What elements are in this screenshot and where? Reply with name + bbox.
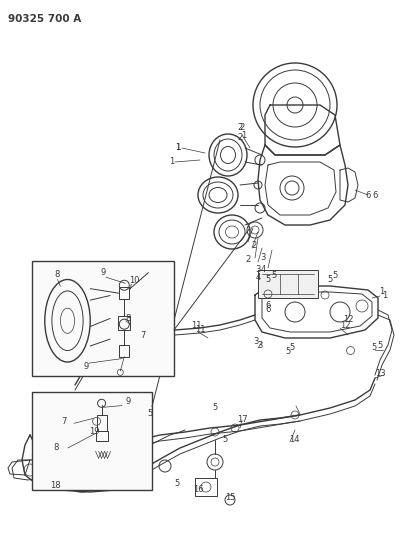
- Text: 5: 5: [212, 403, 218, 413]
- Text: 8: 8: [126, 314, 131, 323]
- Text: 5: 5: [147, 408, 153, 417]
- Bar: [32, 261, 174, 376]
- Text: 18: 18: [50, 481, 60, 489]
- Bar: [118, 316, 130, 330]
- Text: 2: 2: [251, 240, 257, 249]
- Text: 5: 5: [174, 480, 180, 489]
- Text: 2: 2: [237, 133, 243, 142]
- Text: 3: 3: [260, 254, 266, 262]
- Bar: [119, 287, 129, 299]
- Text: 1: 1: [382, 290, 388, 300]
- Text: 11: 11: [195, 326, 205, 335]
- Text: 90325 700 A: 90325 700 A: [8, 14, 81, 24]
- Text: 5: 5: [265, 276, 271, 285]
- Text: 9: 9: [125, 397, 131, 406]
- Text: 13: 13: [375, 368, 385, 377]
- Text: 2: 2: [239, 124, 245, 133]
- Bar: [195, 478, 217, 496]
- Text: 5: 5: [327, 276, 333, 285]
- Text: 1: 1: [241, 131, 247, 140]
- Text: 17: 17: [237, 416, 247, 424]
- Text: 5: 5: [377, 341, 383, 350]
- Text: 7: 7: [140, 331, 146, 340]
- Text: 11: 11: [191, 320, 201, 329]
- Text: 3: 3: [253, 337, 259, 346]
- Bar: [119, 344, 129, 357]
- Text: 5: 5: [371, 343, 377, 352]
- Text: 5: 5: [285, 348, 291, 357]
- Text: 5: 5: [289, 343, 295, 352]
- Text: 7: 7: [62, 417, 67, 426]
- Text: 3: 3: [255, 265, 261, 274]
- Text: 16: 16: [193, 486, 203, 495]
- Text: 10: 10: [129, 276, 140, 285]
- Text: 8: 8: [53, 443, 59, 453]
- Text: 4: 4: [255, 273, 261, 282]
- Bar: [97, 415, 106, 431]
- Text: 6: 6: [372, 191, 378, 200]
- Text: 12: 12: [343, 316, 353, 325]
- Text: 6: 6: [365, 191, 371, 200]
- Text: 14: 14: [289, 435, 299, 445]
- Text: 1: 1: [169, 157, 175, 166]
- Text: 15: 15: [225, 494, 235, 503]
- Text: 2: 2: [237, 124, 243, 133]
- Bar: [96, 431, 108, 441]
- Text: 9: 9: [100, 268, 106, 277]
- Text: 5: 5: [222, 435, 228, 445]
- Text: 4: 4: [260, 265, 266, 274]
- Text: 6: 6: [265, 302, 271, 311]
- Bar: [258, 270, 318, 298]
- Text: 5: 5: [271, 271, 277, 280]
- Text: 2: 2: [245, 255, 251, 264]
- Text: 3: 3: [257, 341, 263, 350]
- Text: 12: 12: [340, 320, 350, 329]
- Text: 1: 1: [175, 142, 181, 151]
- Text: 9: 9: [83, 362, 88, 371]
- Text: 1: 1: [379, 287, 385, 295]
- Text: 6: 6: [265, 305, 271, 314]
- Bar: [32, 392, 152, 490]
- Text: 1: 1: [175, 142, 181, 151]
- Text: 5: 5: [332, 271, 338, 280]
- Text: 19: 19: [89, 427, 99, 437]
- Text: 8: 8: [55, 270, 60, 279]
